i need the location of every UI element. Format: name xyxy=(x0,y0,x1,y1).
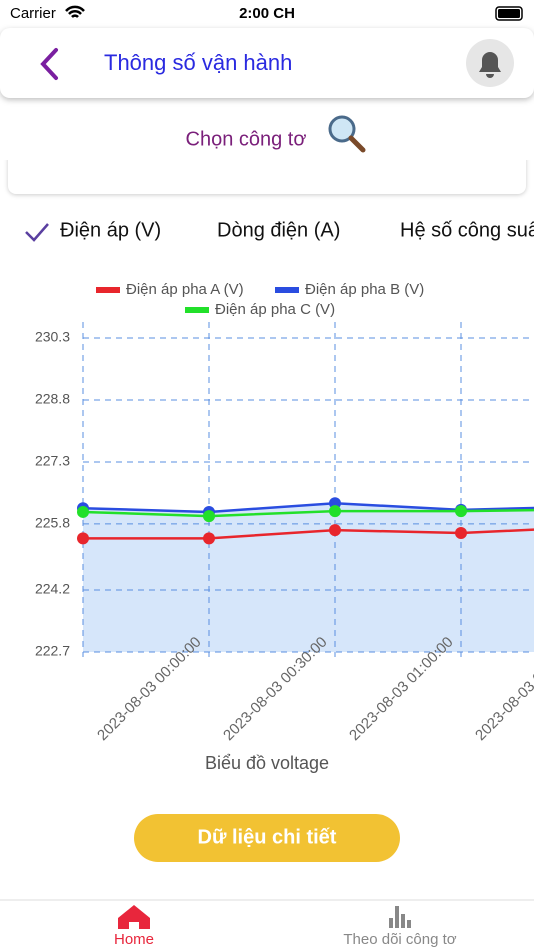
y-tick-label: 225.8 xyxy=(35,515,70,531)
legend-swatch xyxy=(275,287,299,293)
header-bar xyxy=(0,28,534,98)
point xyxy=(455,505,467,518)
back-button[interactable] xyxy=(40,48,58,80)
tab-home[interactable]: Home xyxy=(114,931,154,948)
meter-select[interactable]: Chọn công tơ xyxy=(186,128,307,150)
y-tick-label: 224.2 xyxy=(35,581,70,597)
legend-swatch xyxy=(96,287,120,293)
point xyxy=(455,527,467,540)
tab-meters[interactable]: Theo dõi công tơ xyxy=(343,931,456,948)
legend-label: Điện áp pha B (V) xyxy=(305,281,424,298)
point xyxy=(203,510,215,523)
battery-level xyxy=(498,9,520,18)
y-tick-label: 227.3 xyxy=(35,453,70,469)
carrier: Carrier xyxy=(10,5,56,22)
point xyxy=(77,505,89,518)
point xyxy=(77,532,89,545)
wifi-icon xyxy=(65,5,85,18)
chart-icon xyxy=(389,906,411,928)
bell-icon xyxy=(479,52,501,78)
home-icon xyxy=(118,905,150,929)
search-handle xyxy=(348,135,366,153)
legend-label: Điện áp pha C (V) xyxy=(215,301,335,318)
search-icon xyxy=(328,115,356,143)
detail-button-label: Dữ liệu chi tiết xyxy=(198,826,337,848)
meter-select-bg xyxy=(0,108,534,160)
point xyxy=(203,532,215,545)
tab[interactable]: Hệ số công suất xyxy=(400,219,534,241)
legend-label: Điện áp pha A (V) xyxy=(126,281,244,298)
area xyxy=(83,503,534,652)
y-tick-label: 230.3 xyxy=(35,329,70,345)
point xyxy=(329,524,341,537)
legend-swatch xyxy=(185,307,209,313)
meter-card xyxy=(8,150,526,194)
y-tick-label: 228.8 xyxy=(35,391,70,407)
tab[interactable]: Dòng điện (A) xyxy=(217,219,340,241)
detail-button[interactable] xyxy=(134,814,400,862)
check-icon xyxy=(25,223,49,242)
tab[interactable]: Điện áp (V) xyxy=(60,219,161,241)
chart-subtitle: Biểu đồ voltage xyxy=(205,753,329,773)
y-tick-label: 222.7 xyxy=(35,643,70,659)
header-title: Thông số vận hành xyxy=(104,50,292,75)
battery xyxy=(495,6,523,21)
point xyxy=(329,505,341,518)
clock: 2:00 CH xyxy=(239,5,295,22)
